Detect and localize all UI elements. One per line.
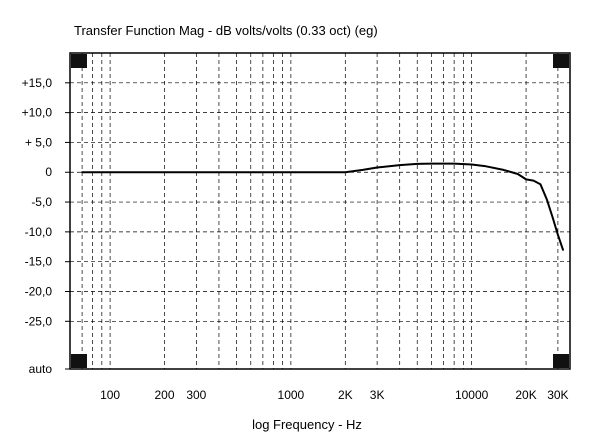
x-tick-label: 100 — [100, 388, 120, 402]
y-tick-label: -5,0 — [31, 195, 52, 209]
series-group — [81, 162, 564, 251]
corner-marker-top-left — [71, 54, 87, 68]
x-tick-label: 2K — [338, 388, 353, 402]
plot-frame — [69, 52, 571, 370]
corner-marker-top-right — [553, 54, 569, 68]
y-axis: +15,0 +10,0 + 5,0 0 -5,0 -10,0 -15,0 -20,0 -25,0… — [22, 76, 70, 376]
x-tick-label: 200 — [155, 388, 175, 402]
y-tick-label: -15,0 — [25, 255, 53, 269]
grid — [70, 53, 570, 369]
series-line — [81, 162, 564, 251]
y-tick-label: 0 — [45, 165, 52, 179]
y-tick-label: -20,0 — [25, 284, 53, 298]
y-tick-label: -10,0 — [25, 225, 53, 239]
y-tick-label: -25,0 — [25, 314, 53, 328]
corner-marker-bottom-left — [71, 354, 87, 368]
chart-title: Transfer Function Mag - dB volts/volts (… — [74, 23, 378, 38]
x-tick-label: 3K — [370, 388, 385, 402]
x-axis-label: log Frequency - Hz — [252, 417, 362, 432]
corner-marker-bottom-right — [553, 354, 569, 368]
x-tick-label: 1000 — [278, 388, 305, 402]
plot-area — [70, 53, 570, 369]
y-tick-label: +10,0 — [22, 106, 53, 120]
y-tick-label: +15,0 — [22, 76, 53, 90]
x-tick-label: 20K — [515, 388, 536, 402]
y-tick-label: auto — [29, 362, 53, 376]
x-axis: 100 200 300 1000 2K 3K 10000 20K 30K — [100, 388, 568, 402]
x-tick-label: 10000 — [455, 388, 489, 402]
x-tick-label: 300 — [186, 388, 206, 402]
y-tick-label: + 5,0 — [25, 135, 52, 149]
x-tick-label: 30K — [547, 388, 568, 402]
